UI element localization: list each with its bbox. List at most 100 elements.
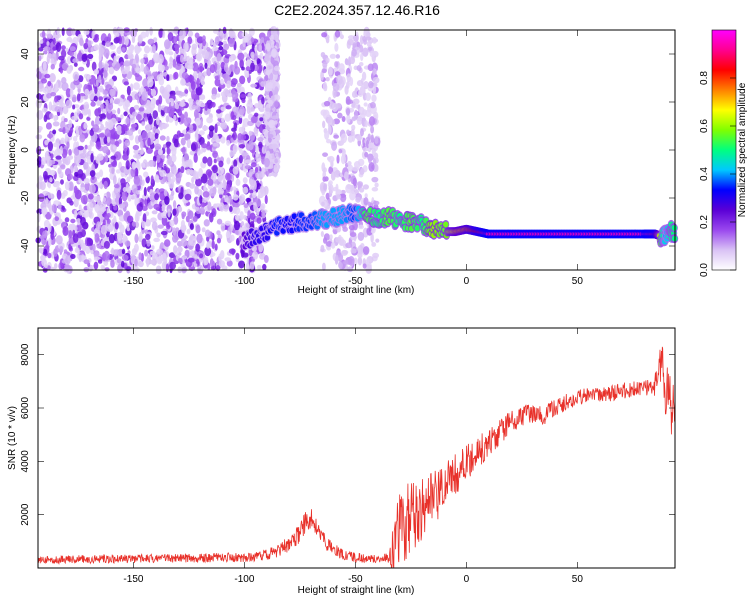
spectrogram-noise-blob xyxy=(340,249,348,256)
spectrogram-noise-blob xyxy=(168,182,175,189)
spectrogram-noise-blob xyxy=(347,35,355,40)
spectrogram-noise-blob xyxy=(209,64,216,74)
spectrogram-noise-blob xyxy=(237,52,245,61)
spectrogram-noise-blob xyxy=(158,28,163,39)
spectrogram-noise-blob xyxy=(228,195,233,201)
y-tick-label: 0 xyxy=(20,147,31,153)
x-tick-label: 0 xyxy=(464,574,470,585)
spectrogram-noise-blob xyxy=(103,48,110,58)
spectrogram-noise-blob xyxy=(193,71,198,76)
spectrogram-noise-blob xyxy=(49,177,53,183)
spectrogram-noise-blob xyxy=(155,116,160,126)
spectrogram-noise-blob xyxy=(85,246,91,254)
colorbar-label: Normalized spectral amplitude xyxy=(737,82,748,217)
spectrogram-noise-blob xyxy=(98,133,105,138)
spectrogram-noise-blob xyxy=(76,108,80,113)
spectrogram-noise-blob xyxy=(373,82,378,87)
spectrogram-noise-blob xyxy=(256,206,260,216)
spectrogram-noise-blob xyxy=(371,187,379,192)
spectrogram-noise-blob xyxy=(148,59,155,68)
spectrogram-noise-blob xyxy=(43,50,48,55)
spectrogram-noise-blob xyxy=(358,224,364,230)
spectrogram-noise-blob xyxy=(239,75,246,85)
spectrogram-noise-blob xyxy=(97,210,103,218)
spectrogram-noise-blob xyxy=(372,76,380,84)
x-tick-label: 50 xyxy=(572,574,584,585)
spectrogram-noise-blob xyxy=(213,158,217,164)
spectrogram-noise-blob xyxy=(346,266,354,273)
spectrogram-noise-blob xyxy=(113,184,120,189)
spectrogram-signal-track xyxy=(240,202,679,251)
spectrogram-noise-blob xyxy=(93,68,100,75)
spectrogram-noise-blob xyxy=(74,247,80,254)
spectrogram-noise-blob xyxy=(321,32,328,38)
spectrogram-noise-blob xyxy=(54,106,61,113)
spectrogram-noise-blob xyxy=(356,136,362,142)
spectrogram-noise-blob xyxy=(255,152,259,158)
spectrogram-noise-blob xyxy=(258,144,263,153)
spectrogram-noise-blob xyxy=(357,252,363,259)
spectrogram-noise-blob xyxy=(41,78,48,84)
spectrogram-noise-blob xyxy=(165,263,170,273)
spectrogram-noise-blob xyxy=(61,205,65,211)
spectrogram-noise-blob xyxy=(73,50,77,58)
y-tick-label: -40 xyxy=(20,238,31,253)
spectrogram-noise-blob xyxy=(218,45,223,51)
spectrogram-noise-blob xyxy=(161,64,165,72)
spectrogram-noise-blob xyxy=(52,46,57,51)
spectrogram-noise-blob xyxy=(256,264,262,270)
spectrogram-noise-blob xyxy=(180,186,184,196)
spectrogram-noise-blob xyxy=(112,145,117,151)
spectrogram-noise-blob xyxy=(147,137,151,147)
spectrogram-noise-blob xyxy=(173,215,179,225)
spectrogram-noise-blob xyxy=(201,143,208,149)
spectrogram-noise-blob xyxy=(67,155,74,160)
spectrogram-noise-blob xyxy=(222,73,229,80)
spectrogram-noise-blob xyxy=(142,213,147,223)
spectrogram-noise-blob xyxy=(164,123,170,128)
spectrogram-noise-blob xyxy=(333,134,339,139)
spectrogram-noise-blob xyxy=(207,262,211,271)
spectrogram-noise-blob xyxy=(363,38,368,45)
spectrogram-noise-blob xyxy=(353,34,359,43)
spectrogram-noise-blob xyxy=(190,143,197,152)
spectrogram-noise-blob xyxy=(232,106,237,111)
spectrogram-noise-blob xyxy=(101,77,105,85)
spectrogram-noise-blob xyxy=(360,52,364,62)
spectrogram-noise-blob xyxy=(172,227,177,236)
spectrogram-noise-blob xyxy=(109,203,114,211)
spectrogram-noise-blob xyxy=(157,224,164,229)
spectrogram-noise-blob xyxy=(199,65,203,74)
spectrogram-noise-blob xyxy=(134,258,138,267)
spectrogram-noise-blob xyxy=(94,86,98,95)
spectrogram-noise-blob xyxy=(222,179,227,190)
spectrogram-noise-blob xyxy=(332,82,340,92)
spectrogram-noise-blob xyxy=(90,47,94,53)
spectrogram-noise-blob xyxy=(355,196,361,203)
spectrogram-noise-blob xyxy=(199,102,206,108)
spectrogram-noise-blob xyxy=(225,105,232,110)
spectrogram-noise-blob xyxy=(258,253,266,260)
spectrogram-noise-blob xyxy=(218,253,222,262)
x-tick-label: -150 xyxy=(123,574,143,585)
spectrogram-noise-blob xyxy=(236,83,242,88)
spectrogram-noise-blob xyxy=(248,130,253,136)
spectrogram-noise-blob xyxy=(238,260,245,269)
y-tick-label: 2000 xyxy=(20,503,31,526)
spectrogram-noise-blob xyxy=(116,48,122,54)
spectrogram-noise-blob xyxy=(264,170,270,176)
spectrogram-noise-blob xyxy=(87,40,92,48)
spectrogram-noise-blob xyxy=(232,166,239,175)
spectrogram-noise-blob xyxy=(78,224,83,233)
spectrogram-noise-blob xyxy=(54,216,60,222)
spectrogram-noise-blob xyxy=(113,59,117,65)
spectrogram-noise-blob xyxy=(201,125,209,131)
spectrogram-noise-blob xyxy=(103,250,110,261)
spectrogram-noise-blob xyxy=(42,190,49,196)
spectrogram-noise-blob xyxy=(50,230,54,241)
spectrogram-noise-blob xyxy=(228,37,235,48)
spectrogram-noise-blob xyxy=(84,181,91,191)
spectrogram-noise-blob xyxy=(141,179,145,186)
spectrogram-noise-blob xyxy=(73,185,78,195)
spectrogram-noise-blob xyxy=(197,71,203,80)
